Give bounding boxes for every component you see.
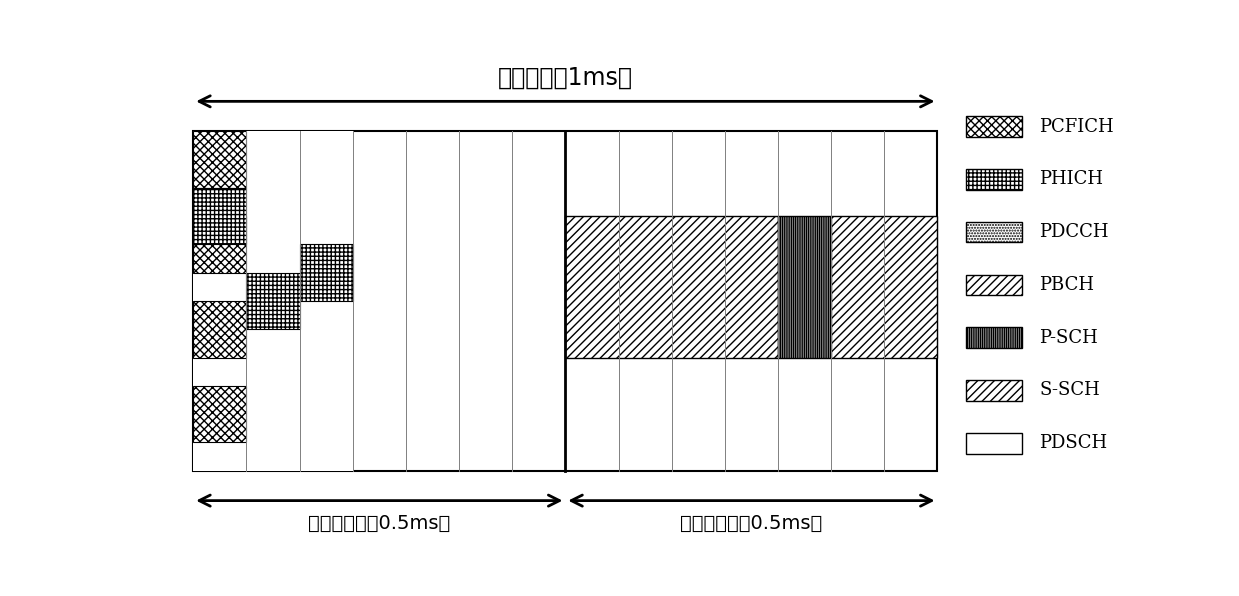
Bar (193, 386, 247, 442)
Bar (966, 327, 1022, 348)
Bar (193, 131, 247, 188)
Bar (831, 216, 938, 358)
Bar (193, 301, 247, 358)
Bar (193, 216, 247, 273)
Bar (966, 433, 1022, 454)
Bar (300, 244, 353, 301)
Bar (193, 188, 247, 244)
Text: PCFICH: PCFICH (1040, 117, 1114, 136)
Bar (193, 131, 938, 471)
Bar (966, 222, 1022, 243)
Text: P-SCH: P-SCH (1040, 328, 1098, 347)
Bar (565, 216, 778, 358)
Bar (966, 380, 1022, 401)
Text: PDCCH: PDCCH (1040, 223, 1109, 241)
Text: PBCH: PBCH (1040, 276, 1094, 294)
Bar (966, 116, 1022, 137)
Bar (966, 275, 1022, 295)
Bar (778, 216, 831, 358)
Bar (966, 169, 1022, 190)
Text: 第二个时隙（0.5ms）: 第二个时隙（0.5ms） (680, 514, 823, 533)
Text: 第一个时隙（0.5ms）: 第一个时隙（0.5ms） (309, 514, 451, 533)
Text: S-SCH: S-SCH (1040, 381, 1100, 399)
Text: 一个子帧（1ms）: 一个子帧（1ms） (498, 66, 633, 90)
Text: PDSCH: PDSCH (1040, 434, 1108, 452)
Text: PHICH: PHICH (1040, 170, 1103, 188)
Bar (193, 131, 353, 471)
Bar (247, 273, 300, 329)
